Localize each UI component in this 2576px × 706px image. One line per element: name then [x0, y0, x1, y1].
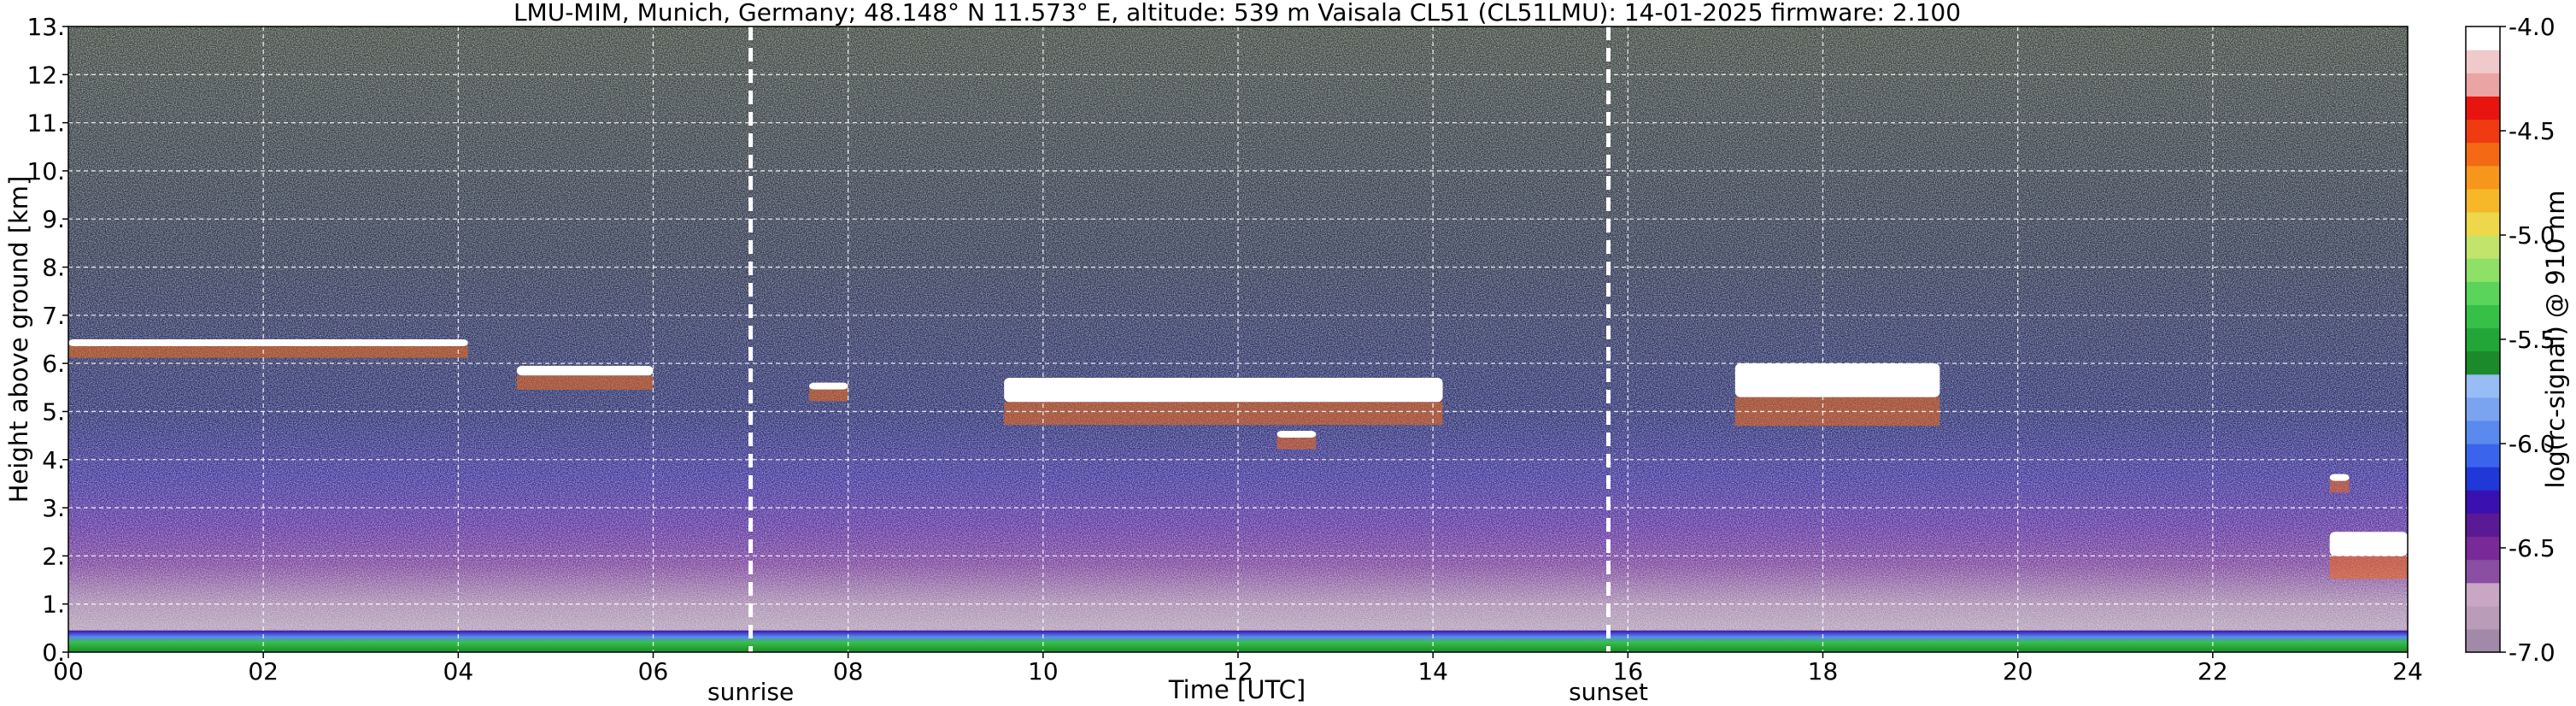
colorbar-swatch [2466, 582, 2500, 607]
y-tick-label: 1. [42, 591, 65, 619]
colorbar-swatch [2466, 188, 2500, 213]
colorbar-swatch [2466, 50, 2500, 74]
x-tick-label: 18 [1808, 657, 1839, 685]
sun-event-label: sunrise [707, 678, 794, 706]
colorbar-swatch [2466, 165, 2500, 190]
cloud-layer [1734, 363, 1940, 397]
y-tick-label: 3. [42, 494, 65, 522]
y-tick-label: 2. [42, 542, 65, 570]
x-tick-label: 10 [1028, 657, 1059, 685]
cloud-layer [516, 365, 654, 376]
colorbar-tick-label: -6.0 [2509, 430, 2555, 458]
colorbar-tick-label: -4.0 [2509, 13, 2555, 41]
x-tick-label: 24 [2392, 657, 2423, 685]
x-tick-label: 20 [2003, 657, 2033, 685]
colorbar-swatch [2466, 350, 2500, 375]
y-tick-label: 13. [26, 13, 65, 41]
colorbar-swatch [2466, 467, 2500, 491]
colorbar-swatch [2466, 235, 2500, 259]
y-tick-label: 8. [42, 254, 65, 282]
colorbar-swatch [2466, 304, 2500, 329]
cloud-fringe [2329, 556, 2408, 580]
sun-event-lines [748, 26, 1611, 652]
colorbar-tick-label: -6.5 [2509, 534, 2555, 562]
colorbar-swatch [2466, 628, 2500, 653]
colorbar-swatch [2466, 490, 2500, 514]
y-tick-label: 5. [42, 397, 65, 426]
colorbar-ticks: -4.0 -4.5 -5.0 -5.5 -6.0 -6.5 -7.0 [2500, 13, 2555, 667]
cloud-fringe [2329, 479, 2350, 493]
x-tick-label: 14 [1417, 657, 1448, 685]
cloud-layer [68, 339, 468, 346]
colorbar-tick-label: -4.5 [2509, 117, 2555, 145]
y-tick-label: 9. [42, 205, 65, 233]
colorbar-swatch [2466, 142, 2500, 167]
colorbar-swatch [2466, 605, 2500, 630]
cloud-fringe [1004, 402, 1443, 426]
colorbar-title: log(rc-signal) @ 910 nm [2541, 191, 2570, 489]
x-tick-label: 16 [1613, 657, 1644, 685]
colorbar-tick-label: -5.0 [2509, 221, 2555, 250]
colorbar-swatch [2466, 374, 2500, 398]
colorbar-swatch [2466, 420, 2500, 444]
colorbar-swatch [2466, 73, 2500, 97]
colorbar-tick-label: -7.0 [2509, 638, 2555, 667]
colorbar-swatch [2466, 96, 2500, 121]
colorbar-swatch [2466, 281, 2500, 305]
cloud-fringe [68, 344, 468, 358]
x-tick-label: 08 [833, 657, 864, 685]
y-tick-label: 11. [26, 109, 65, 138]
cloud-layer [2329, 532, 2408, 556]
x-tick-label: 00 [53, 657, 84, 685]
colorbar-swatch [2466, 258, 2500, 282]
cloud-fringe [516, 375, 654, 390]
colorbar [2465, 26, 2501, 653]
x-tick-label: 02 [248, 657, 279, 685]
x-axis-title: Time [UTC] [1168, 675, 1306, 704]
y-tick-label: 6. [42, 350, 65, 378]
y-axis-title: Height above ground [km] [4, 176, 33, 503]
cloud-layer [2329, 474, 2350, 481]
colorbar-tick-label: -5.5 [2509, 326, 2555, 354]
y-tick-label: 12. [26, 61, 65, 89]
x-axis-ticks: 00 02 04 06 08 10 12 14 16 18 20 22 24 [53, 652, 2423, 685]
colorbar-swatch [2466, 513, 2500, 538]
colorbar-swatch [2466, 397, 2500, 421]
x-tick-label: 04 [443, 657, 474, 685]
y-tick-label: 4. [42, 446, 65, 474]
colorbar-swatch [2466, 119, 2500, 144]
y-axis-ticks: 0. 1. 2. 3. 4. 5. 6. 7. 8. 9. 10. 11. 12. 13. [26, 13, 68, 667]
x-tick-label: 22 [2198, 657, 2228, 685]
colorbar-swatch [2466, 327, 2500, 352]
y-tick-label: 0. [42, 638, 65, 667]
y-tick-label: 10. [26, 157, 65, 185]
chart-title: LMU-MIM, Munich, Germany; 48.148° N 11.5… [513, 0, 1961, 26]
colorbar-swatch [2466, 444, 2500, 468]
x-tick-label: 06 [638, 657, 669, 685]
colorbar-swatch [2466, 211, 2500, 236]
sun-event-labels: sunrise sunset [707, 678, 1648, 706]
cloud-fringe [809, 387, 848, 402]
colorbar-swatch [2466, 536, 2500, 561]
colorbar-swatch [2466, 559, 2500, 584]
y-tick-label: 7. [42, 302, 65, 330]
grid-lines [68, 26, 2408, 652]
cloud-layer [809, 382, 848, 390]
cloud-layer [1004, 378, 1443, 403]
boundary-layer-band [68, 630, 2408, 652]
colorbar-swatch [2466, 26, 2500, 50]
sun-event-label: sunset [1569, 678, 1648, 706]
cloud-fringe [1276, 435, 1317, 450]
x-tick-label: 12 [1223, 657, 1253, 685]
cloud-layer [1276, 430, 1317, 438]
